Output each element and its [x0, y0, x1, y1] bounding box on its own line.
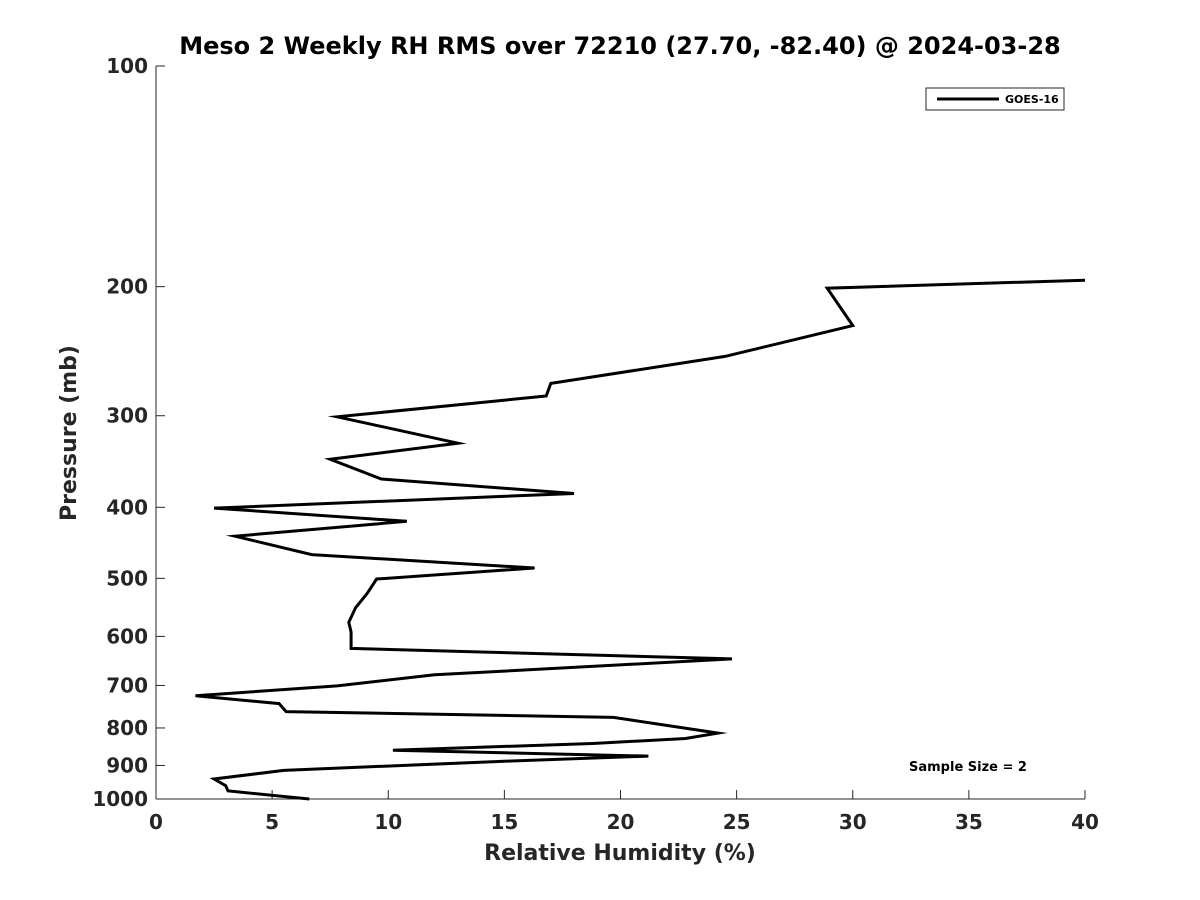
x-tick-label: 40: [1071, 810, 1099, 834]
series-layer: [195, 278, 1086, 801]
x-tick-label: 15: [490, 810, 518, 834]
sample-size-annotation: Sample Size = 2: [909, 760, 1027, 775]
y-tick-label: 800: [106, 716, 148, 740]
legend: GOES-16: [925, 87, 1065, 111]
y-tick-label: 100: [106, 54, 148, 78]
x-tick-label: 25: [723, 810, 751, 834]
legend-label: GOES-16: [1005, 93, 1059, 106]
y-tick-label: 1000: [92, 787, 148, 811]
chart-title: Meso 2 Weekly RH RMS over 72210 (27.70, …: [179, 32, 1061, 60]
y-tick-label: 400: [106, 495, 148, 519]
y-ticks: 100 200 300 400 500 600 700 800 900 1000: [92, 54, 165, 811]
y-tick-label: 500: [106, 566, 148, 590]
x-tick-label: 5: [265, 810, 279, 834]
y-tick-label: 600: [106, 624, 148, 648]
x-tick-label: 20: [607, 810, 635, 834]
x-axis-label: Relative Humidity (%): [484, 841, 756, 866]
series-line-goes-16: [195, 278, 1086, 801]
y-tick-label: 900: [106, 753, 148, 777]
y-tick-label: 700: [106, 673, 148, 697]
x-tick-label: 0: [149, 810, 163, 834]
y-tick-label: 200: [106, 275, 148, 299]
y-axis-label: Pressure (mb): [57, 345, 82, 521]
y-tick-label: 300: [106, 404, 148, 428]
x-tick-label: 35: [955, 810, 983, 834]
x-tick-label: 10: [374, 810, 402, 834]
x-tick-label: 30: [839, 810, 867, 834]
x-ticks: 0 5 10 15 20 25 30 35 40: [149, 790, 1099, 834]
